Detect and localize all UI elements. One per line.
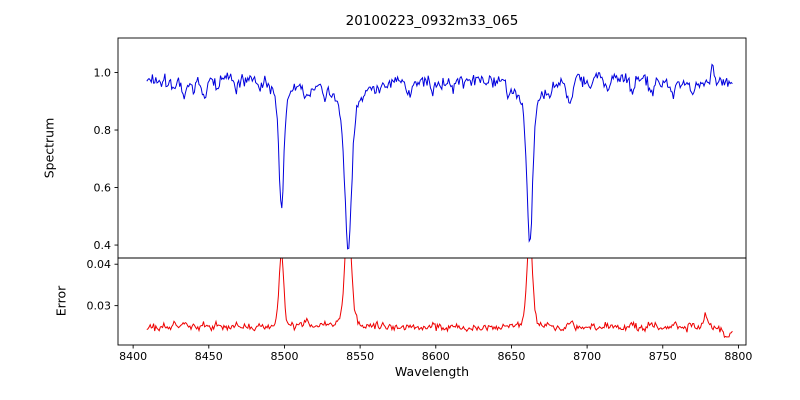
x-axis-label: Wavelength <box>394 364 470 379</box>
y-tick-label-error: 0.04 <box>87 258 112 271</box>
chart-title: 20100223_0932m33_065 <box>345 13 519 29</box>
x-tick-label: 8800 <box>724 350 752 363</box>
y-tick-label-spectrum: 1.0 <box>94 66 112 79</box>
x-tick-label: 8750 <box>649 350 677 363</box>
x-tick-label: 8650 <box>497 350 525 363</box>
spectrum-line <box>146 63 733 250</box>
y-tick-label-spectrum: 0.4 <box>94 239 112 252</box>
x-tick-label: 8400 <box>119 350 147 363</box>
x-tick-label: 8450 <box>195 350 223 363</box>
panel-border-error <box>117 257 747 346</box>
y-axis-label-error: Error <box>53 285 69 317</box>
x-tick-label: 8700 <box>573 350 601 363</box>
x-tick-label: 8550 <box>346 350 374 363</box>
panel-border-spectrum <box>117 37 747 259</box>
y-axis-label-spectrum: Spectrum <box>41 117 57 179</box>
error-line <box>146 258 733 339</box>
x-tick-label: 8500 <box>270 350 298 363</box>
y-tick-label-error: 0.03 <box>87 299 112 312</box>
y-tick-label-spectrum: 0.6 <box>94 181 112 194</box>
x-tick-label: 8600 <box>422 350 450 363</box>
y-tick-label-spectrum: 0.8 <box>94 124 112 137</box>
